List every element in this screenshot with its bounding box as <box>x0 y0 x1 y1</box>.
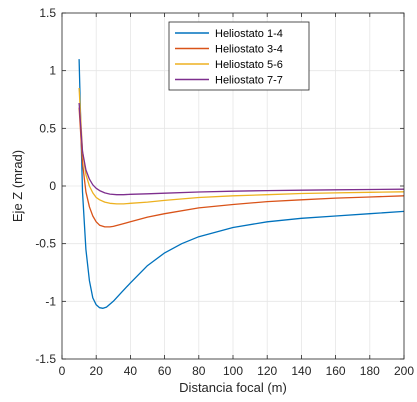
y-tick-label: -1 <box>45 294 56 308</box>
x-axis-label: Distancia focal (m) <box>179 380 287 395</box>
x-tick-label: 40 <box>124 364 138 378</box>
x-tick-label: 200 <box>394 364 414 378</box>
series-line-3 <box>78 87 405 205</box>
legend: Heliostato 1-4 Heliostato 3-4 Heliostato 5… <box>168 21 310 91</box>
y-axis-label: Eje Z (mrad) <box>10 150 25 222</box>
x-tick-label: 120 <box>257 364 277 378</box>
x-tick-label: 0 <box>59 364 66 378</box>
legend-entry-label: Heliostato 3-4 <box>215 44 283 56</box>
x-tick-label: 140 <box>291 364 311 378</box>
x-tick-label: 20 <box>90 364 104 378</box>
x-tick-label: 160 <box>326 364 346 378</box>
series-line-4 <box>78 102 405 196</box>
series-lines <box>78 59 405 309</box>
series-line-2 <box>78 107 405 228</box>
series-line-1 <box>78 59 405 309</box>
y-tick-label: 1 <box>49 64 56 78</box>
y-tick-label: -0.5 <box>35 237 56 251</box>
y-tick-label: -1.5 <box>35 352 56 366</box>
y-tick-label: 1.5 <box>39 6 56 20</box>
legend-entry-label: Heliostato 7-7 <box>215 75 283 87</box>
legend-entry-label: Heliostato 1-4 <box>215 28 283 40</box>
x-tick-label: 180 <box>360 364 380 378</box>
legend-entry-label: Heliostato 5-6 <box>215 59 283 71</box>
axis-ticks: 0 20 40 60 80 100 120 140 160 180 200 -1.5 -1 -0.5 0 0.… <box>35 6 414 378</box>
y-tick-label: 0.5 <box>39 121 56 135</box>
y-tick-label: 0 <box>49 179 56 193</box>
x-tick-label: 100 <box>223 364 243 378</box>
x-tick-label: 60 <box>158 364 172 378</box>
x-tick-label: 80 <box>192 364 206 378</box>
